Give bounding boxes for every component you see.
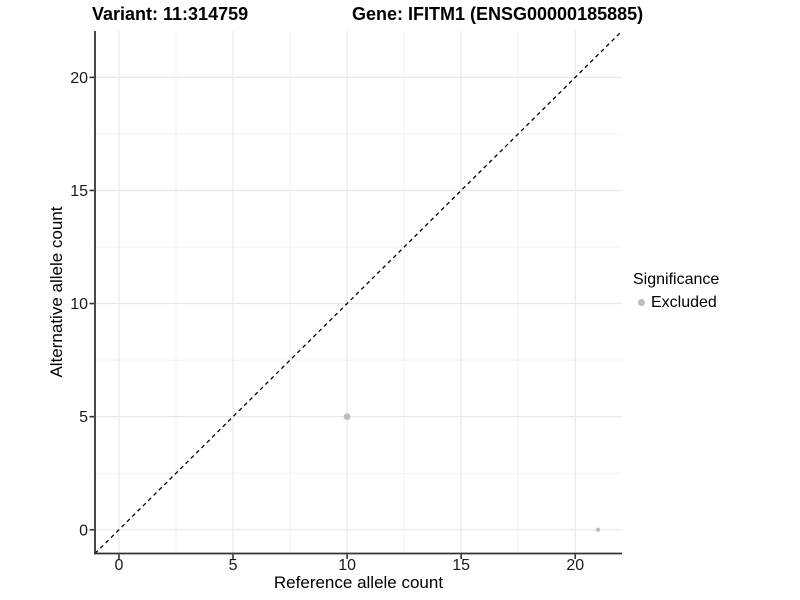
- x-tick-label: 15: [452, 557, 470, 574]
- identity-line: [94, 30, 623, 554]
- y-tick-label: 20: [70, 70, 88, 87]
- legend: Significance Excluded: [633, 271, 719, 312]
- data-point: [343, 413, 351, 421]
- x-tick-label: 5: [229, 557, 238, 574]
- y-tick-label: 0: [79, 522, 88, 539]
- legend-title: Significance: [633, 271, 720, 288]
- legend-item-excluded: Excluded: [633, 293, 719, 312]
- legend-point-icon: [638, 299, 645, 306]
- x-tick-label: 0: [115, 557, 124, 574]
- y-axis-title: Alternative allele count: [47, 206, 66, 378]
- variant-title: Variant: 11:314759: [92, 4, 249, 24]
- x-axis-title: Reference allele count: [273, 573, 444, 592]
- x-tick-label: 20: [566, 557, 584, 574]
- y-tick-label: 15: [70, 183, 88, 200]
- gene-title: Gene: IFITM1 (ENSG00000185885): [352, 4, 644, 24]
- legend-item-label: Excluded: [651, 294, 717, 311]
- x-tick-label: 10: [338, 557, 356, 574]
- y-tick-label: 5: [79, 409, 88, 426]
- data-point: [595, 527, 601, 532]
- y-tick-label: 10: [70, 296, 88, 313]
